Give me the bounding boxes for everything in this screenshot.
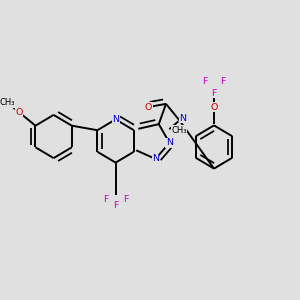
Text: N: N (179, 113, 187, 122)
Text: F: F (123, 195, 129, 204)
Text: N: N (112, 115, 119, 124)
Text: F: F (211, 89, 217, 98)
Text: F: F (202, 76, 208, 85)
Text: CH₃: CH₃ (171, 126, 187, 135)
Text: CH₃: CH₃ (0, 98, 15, 107)
Text: O: O (16, 108, 23, 117)
Text: O: O (210, 103, 218, 112)
Text: N: N (152, 154, 159, 164)
Text: O: O (145, 103, 152, 112)
Text: F: F (103, 195, 108, 204)
Text: N: N (166, 138, 173, 147)
Text: F: F (113, 201, 118, 210)
Text: F: F (220, 76, 226, 85)
